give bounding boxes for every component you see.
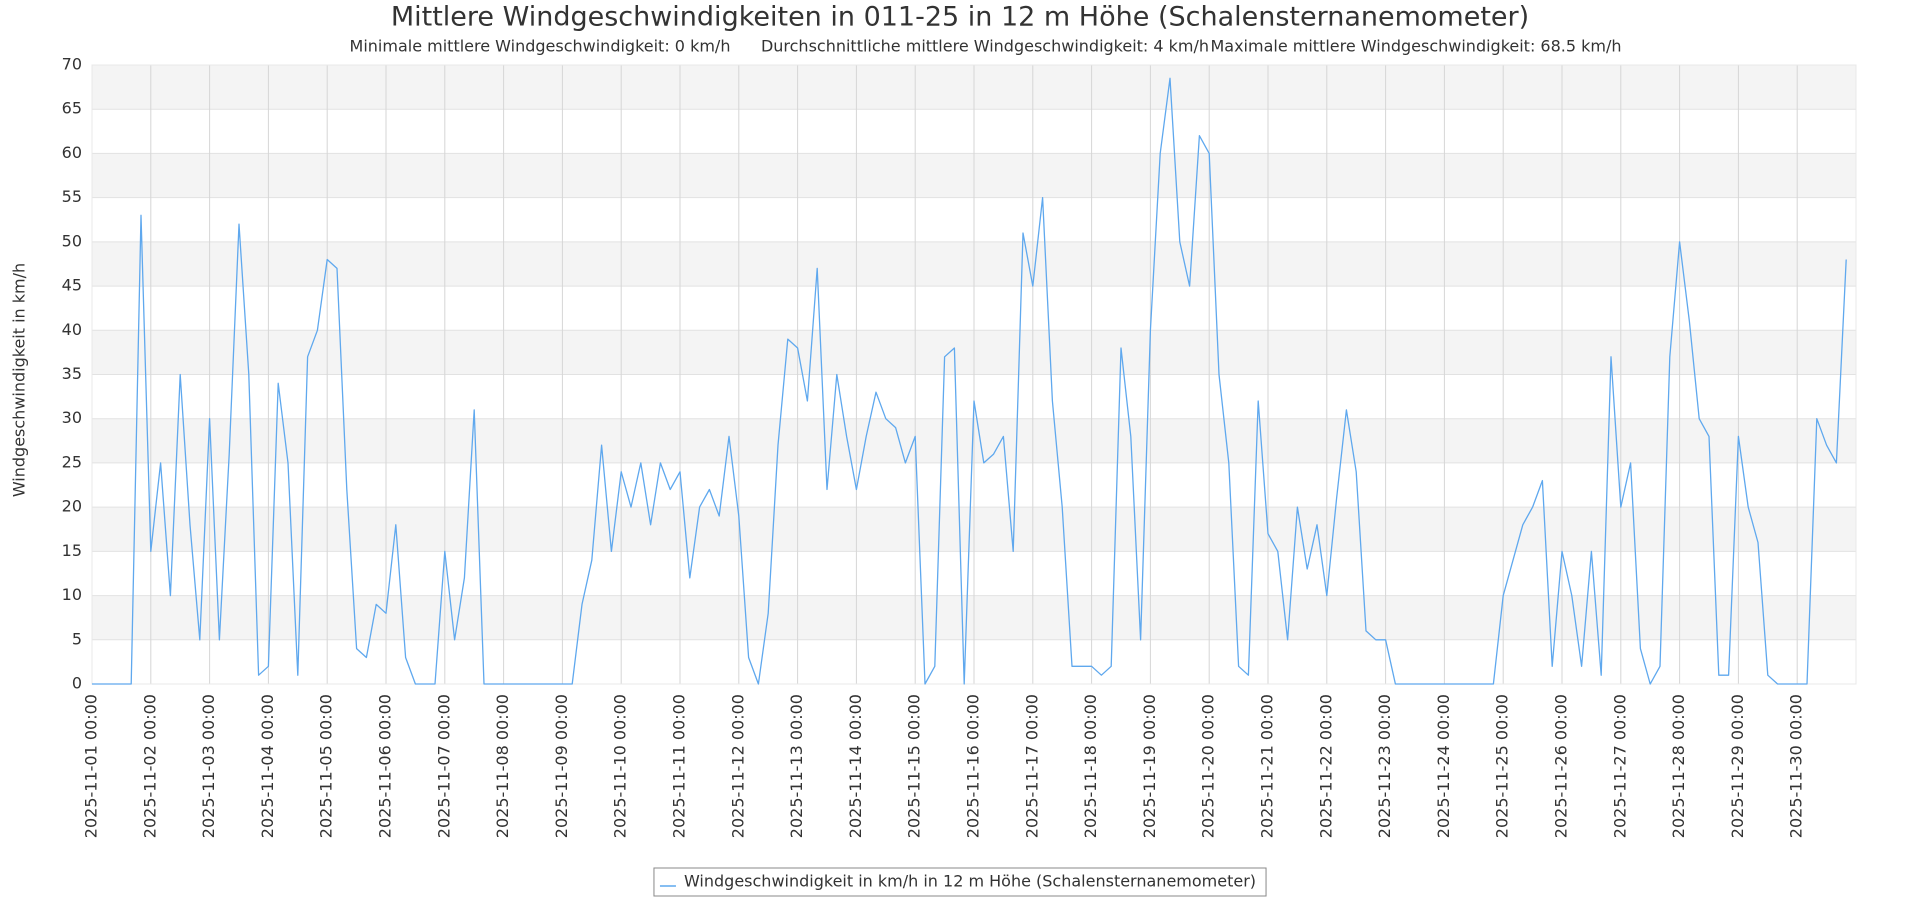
y-axis-label: Windgeschwindigkeit in km/h [10, 263, 29, 497]
legend-label: Windgeschwindigkeit in km/h in 12 m Höhe… [684, 872, 1256, 891]
data-line [92, 77, 1847, 685]
x-tick-label: 2025-11-11 00:00 [670, 694, 689, 838]
y-tick-label: 15 [62, 541, 82, 560]
x-tick-label: 2025-11-02 00:00 [140, 694, 159, 838]
x-tick-label: 2025-11-12 00:00 [728, 694, 747, 838]
x-tick-label: 2025-11-08 00:00 [493, 694, 512, 838]
x-tick-label: 2025-11-30 00:00 [1787, 694, 1806, 838]
y-tick-label: 70 [62, 55, 82, 74]
y-tick-label: 35 [62, 364, 82, 383]
x-tick-label: 2025-11-01 00:00 [82, 694, 101, 838]
y-tick-label: 50 [62, 231, 82, 250]
x-tick-label: 2025-11-16 00:00 [964, 694, 983, 838]
x-tick-label: 2025-11-19 00:00 [1140, 694, 1159, 838]
legend-box [653, 867, 1267, 897]
legend: Windgeschwindigkeit in km/h in 12 m Höhe… [653, 867, 1267, 897]
x-tick-label: 2025-11-29 00:00 [1728, 694, 1747, 838]
x-tick-label: 2025-11-17 00:00 [1022, 694, 1041, 838]
y-tick-label: 60 [62, 143, 82, 162]
chart-subtitle: Maximale mittlere Windgeschwindigkeit: 6… [1210, 37, 1621, 56]
x-tick-label: 2025-11-06 00:00 [376, 694, 395, 838]
chart-subtitle: Minimale mittlere Windgeschwindigkeit: 0… [350, 37, 731, 56]
x-tick-label: 2025-11-05 00:00 [317, 694, 336, 838]
x-tick-label: 2025-11-20 00:00 [1199, 694, 1218, 838]
y-tick-label: 55 [62, 187, 82, 206]
x-tick-label: 2025-11-27 00:00 [1610, 694, 1629, 838]
y-tick-label: 40 [62, 320, 82, 339]
x-tick-label: 2025-11-13 00:00 [787, 694, 806, 838]
y-tick-label: 25 [62, 452, 82, 471]
x-tick-label: 2025-11-09 00:00 [552, 694, 571, 838]
x-tick-label: 2025-11-22 00:00 [1316, 694, 1335, 838]
y-tick-label: 30 [62, 408, 82, 427]
x-tick-label: 2025-11-28 00:00 [1669, 694, 1688, 838]
x-tick-label: 2025-11-03 00:00 [199, 694, 218, 838]
x-tick-label: 2025-11-24 00:00 [1434, 694, 1453, 838]
x-tick-label: 2025-11-21 00:00 [1258, 694, 1277, 838]
y-tick-label: 10 [62, 585, 82, 604]
x-tick-label: 2025-11-25 00:00 [1493, 694, 1512, 838]
y-tick-label: 5 [72, 629, 82, 648]
y-tick-label: 20 [62, 497, 82, 516]
y-tick-label: 0 [72, 674, 82, 693]
x-tick-label: 2025-11-26 00:00 [1552, 694, 1571, 838]
chart-subtitle: Durchschnittliche mittlere Windgeschwind… [761, 37, 1209, 56]
y-tick-label: 45 [62, 276, 82, 295]
x-tick-label: 2025-11-23 00:00 [1375, 694, 1394, 838]
x-tick-label: 2025-11-14 00:00 [846, 694, 865, 838]
x-tick-label: 2025-11-10 00:00 [611, 694, 630, 838]
y-tick-label: 65 [62, 99, 82, 118]
x-tick-label: 2025-11-04 00:00 [258, 694, 277, 838]
plot-border [91, 64, 1857, 685]
chart-title: Mittlere Windgeschwindigkeiten in 011-25… [391, 2, 1529, 33]
x-tick-label: 2025-11-18 00:00 [1081, 694, 1100, 838]
x-tick-label: 2025-11-15 00:00 [905, 694, 924, 838]
x-tick-label: 2025-11-07 00:00 [434, 694, 453, 838]
